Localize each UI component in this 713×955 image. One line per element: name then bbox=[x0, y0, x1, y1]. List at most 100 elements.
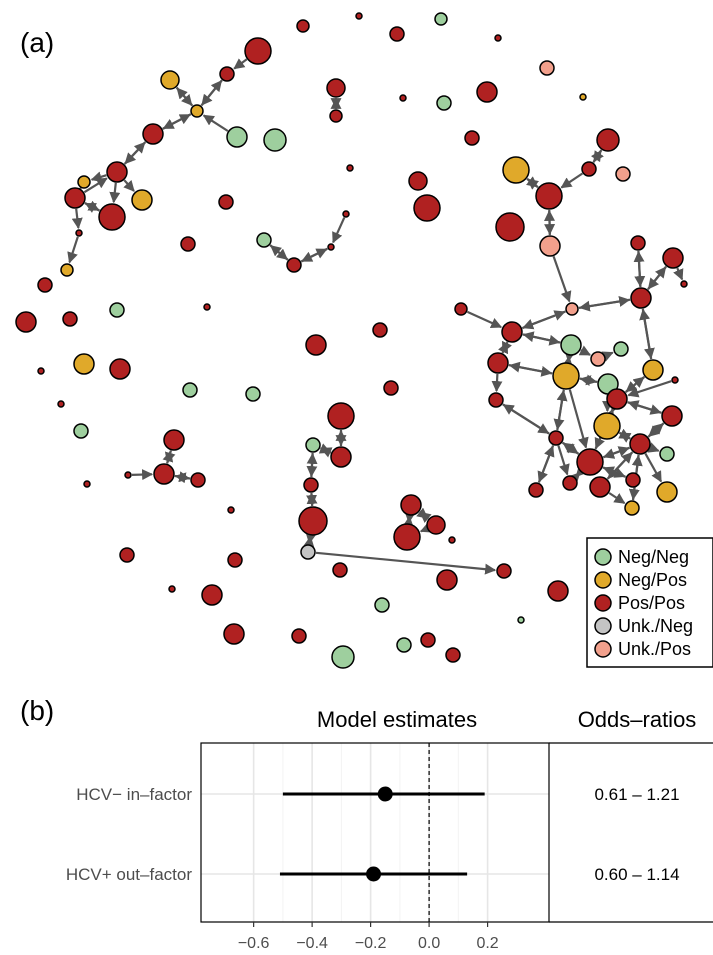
network-edge bbox=[562, 355, 573, 368]
network-node bbox=[606, 388, 628, 410]
network-edge bbox=[639, 308, 653, 360]
network-node bbox=[596, 128, 620, 152]
network-node bbox=[180, 236, 196, 252]
network-node bbox=[73, 423, 89, 439]
legend-label: Neg/Pos bbox=[618, 570, 687, 590]
panel-a-label: (a) bbox=[20, 27, 54, 58]
x-tick-label: 0.0 bbox=[418, 935, 440, 952]
x-tick-label: −0.6 bbox=[238, 935, 270, 952]
network-node bbox=[142, 123, 164, 145]
network-node bbox=[227, 552, 243, 568]
network-node bbox=[613, 341, 629, 357]
network-node bbox=[624, 500, 640, 516]
forest-panel-bg bbox=[201, 743, 549, 922]
network-node bbox=[286, 257, 302, 273]
network-node bbox=[502, 156, 530, 184]
network-node bbox=[75, 229, 83, 237]
network-node bbox=[434, 12, 448, 26]
network-edge bbox=[578, 298, 631, 312]
network-node bbox=[464, 130, 480, 146]
network-node bbox=[327, 243, 335, 251]
x-tick-label: −0.2 bbox=[355, 935, 387, 952]
network-edge bbox=[123, 141, 146, 165]
network-edge bbox=[537, 445, 555, 483]
network-node bbox=[625, 472, 641, 488]
odds-ratio-value: 0.61 – 1.21 bbox=[594, 785, 679, 804]
network-node bbox=[163, 429, 185, 451]
network-edge bbox=[624, 376, 645, 393]
legend-label: Unk./Neg bbox=[618, 616, 693, 636]
network-node bbox=[168, 585, 176, 593]
estimate-point bbox=[366, 866, 382, 882]
network-edge bbox=[502, 403, 550, 435]
estimate-point bbox=[377, 786, 393, 802]
network-node bbox=[576, 448, 604, 476]
x-tick-label: −0.4 bbox=[296, 935, 328, 952]
network-node bbox=[256, 232, 272, 248]
network-node bbox=[303, 477, 319, 493]
network-edges bbox=[67, 58, 684, 575]
network-node bbox=[182, 382, 198, 398]
network-edge bbox=[606, 451, 633, 480]
network-node bbox=[37, 367, 45, 375]
network-node bbox=[331, 645, 355, 669]
network-edge bbox=[419, 511, 432, 523]
network-node bbox=[496, 563, 512, 579]
network-edge bbox=[71, 208, 83, 230]
network-node bbox=[346, 164, 354, 172]
network-edge bbox=[202, 114, 229, 132]
network-node bbox=[528, 482, 544, 498]
network-node bbox=[547, 580, 569, 602]
network-node bbox=[662, 247, 684, 269]
network-node bbox=[119, 547, 135, 563]
network-edge bbox=[332, 217, 346, 244]
network-node bbox=[190, 104, 204, 118]
network-edge bbox=[67, 236, 79, 264]
network-node bbox=[227, 506, 235, 514]
network-edge bbox=[306, 452, 318, 478]
network-edge bbox=[306, 492, 318, 507]
network-node bbox=[630, 235, 646, 251]
row-label: HCV− in–factor bbox=[76, 785, 192, 804]
network-node bbox=[445, 647, 461, 663]
network-edge bbox=[176, 87, 194, 107]
network-edge bbox=[568, 472, 581, 484]
network-edge bbox=[627, 400, 662, 414]
network-edge bbox=[521, 310, 566, 330]
network-edge bbox=[552, 256, 572, 303]
x-tick-label: 0.2 bbox=[476, 935, 498, 952]
network-edge bbox=[560, 172, 584, 189]
network-node bbox=[565, 302, 579, 316]
network-node bbox=[630, 287, 652, 309]
network-node bbox=[298, 506, 328, 536]
network-edge bbox=[557, 445, 570, 476]
legend-key bbox=[594, 548, 612, 566]
network-edge bbox=[602, 446, 630, 459]
network-node bbox=[436, 569, 458, 591]
network-edge bbox=[83, 177, 108, 194]
network-node bbox=[305, 334, 327, 356]
network-node bbox=[671, 376, 679, 384]
network-node bbox=[579, 93, 587, 101]
network-edge bbox=[270, 244, 289, 261]
network-node bbox=[659, 446, 675, 462]
network-edge bbox=[590, 149, 602, 163]
network-node bbox=[190, 472, 206, 488]
network-node bbox=[548, 430, 564, 446]
network-node bbox=[436, 95, 452, 111]
network-node bbox=[15, 311, 37, 333]
network-node bbox=[389, 26, 405, 42]
network-edge bbox=[522, 331, 561, 344]
network-edge bbox=[644, 453, 663, 483]
network-node bbox=[656, 481, 678, 503]
network-node bbox=[109, 302, 125, 318]
network-node bbox=[291, 628, 307, 644]
network-node bbox=[77, 175, 91, 189]
legend-key bbox=[594, 617, 612, 635]
legend-key bbox=[594, 640, 612, 658]
forest-marks bbox=[279, 743, 485, 922]
network-edge bbox=[84, 200, 100, 212]
network-node bbox=[615, 166, 631, 182]
network-node bbox=[218, 194, 234, 210]
network-node bbox=[539, 60, 555, 76]
